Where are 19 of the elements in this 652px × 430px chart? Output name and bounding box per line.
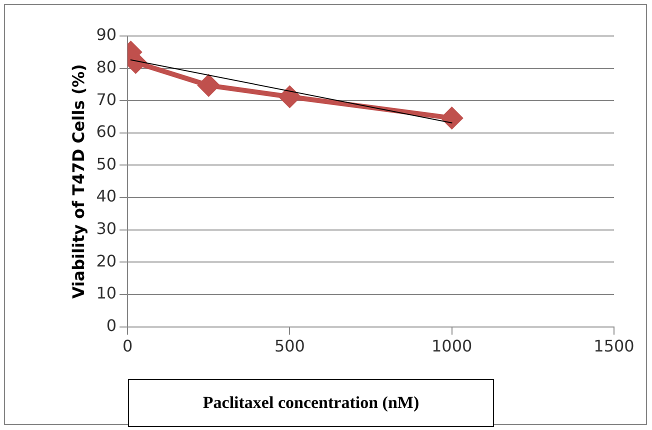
x-tick-label: 1500	[594, 336, 634, 356]
point	[441, 108, 462, 129]
y-axis-title: Viability of T47D Cells (%)	[68, 64, 88, 299]
x-tick-label: 1000	[431, 336, 472, 356]
point	[198, 74, 220, 96]
x-tick-label: 0	[122, 336, 133, 356]
x-axis-title: Paclitaxel concentration (nM)	[128, 379, 494, 427]
x-tick-label: 500	[274, 336, 305, 356]
point	[279, 86, 300, 108]
y-tick-label: 90	[96, 25, 117, 44]
y-tick-label: 30	[96, 219, 117, 238]
y-tick-label: 50	[96, 154, 117, 174]
y-tick-label: 70	[96, 90, 117, 109]
y-tick-label: 10	[96, 284, 117, 303]
y-tick-label: 0	[106, 316, 117, 335]
y-tick-label: 40	[96, 186, 117, 206]
y-tick-label: 20	[96, 251, 117, 270]
y-tick-label: 60	[96, 122, 117, 142]
y-tick-label: 80	[96, 57, 117, 76]
